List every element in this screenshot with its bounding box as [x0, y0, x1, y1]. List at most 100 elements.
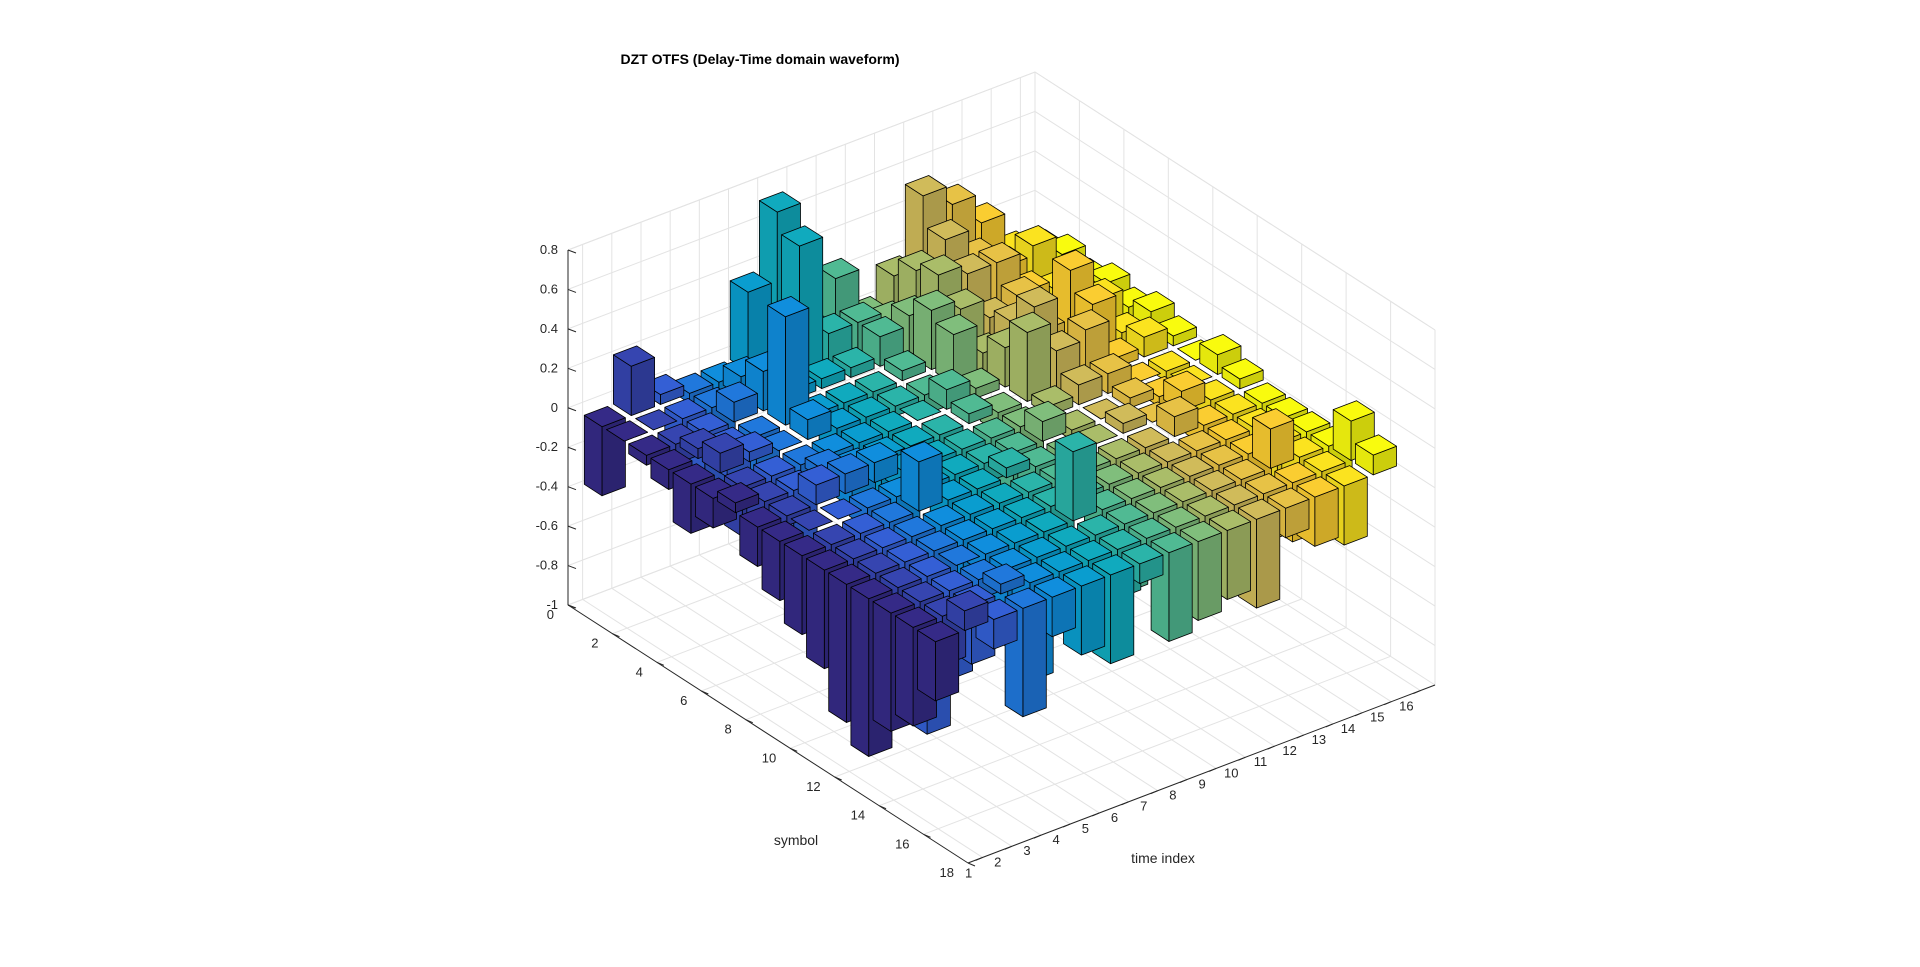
- z-tick: [567, 446, 577, 451]
- bar-face-top: [789, 399, 832, 421]
- bar-face-top: [820, 498, 862, 520]
- bar-face-side: [850, 586, 870, 757]
- bar: [1060, 364, 1103, 406]
- bar: [613, 345, 655, 417]
- bar-face-top: [781, 225, 824, 247]
- bar-face-top: [1047, 525, 1090, 547]
- bar: [729, 271, 772, 372]
- z-tick-label: 0: [551, 400, 558, 415]
- x-tick: [1354, 712, 1363, 717]
- bar-face-top: [950, 393, 993, 415]
- bar-face-top: [892, 425, 935, 447]
- bar-face-top: [1142, 466, 1185, 488]
- bar-face-side: [761, 529, 781, 601]
- z-tick-label: 0.2: [540, 360, 558, 375]
- bar-face-top: [931, 570, 973, 592]
- bar-face-top: [842, 512, 885, 534]
- bar-face-top: [840, 421, 883, 444]
- bar-face-top: [847, 396, 890, 418]
- bar-face-top: [920, 254, 963, 276]
- bar-face-top: [664, 397, 707, 420]
- bar-face-top: [1179, 520, 1222, 542]
- bar-face-top: [635, 409, 678, 431]
- z-tick: [567, 486, 577, 491]
- bar-face-top: [1070, 539, 1112, 561]
- bar-face-top: [1091, 463, 1133, 485]
- bar-face-front: [1226, 521, 1251, 600]
- y-tick-label: 0: [547, 607, 554, 622]
- bar: [946, 590, 989, 631]
- bar-face-top: [1120, 452, 1163, 474]
- bar-face-top: [1223, 458, 1265, 481]
- bar-face-top: [861, 315, 904, 338]
- x-tick: [1238, 756, 1246, 761]
- bar-face-top: [768, 495, 811, 517]
- z-tick-label: 0.6: [540, 281, 558, 296]
- bar-face-top: [1128, 517, 1171, 539]
- bar-face-top: [1010, 471, 1053, 493]
- chart-title: DZT OTFS (Delay-Time domain waveform): [620, 51, 899, 67]
- bar-face-top: [1060, 364, 1103, 386]
- bar-face-front: [630, 356, 655, 417]
- bar-face-top: [849, 487, 892, 509]
- axes-layer: [567, 249, 1436, 867]
- y-tick: [967, 862, 976, 867]
- bar-face-front: [1022, 599, 1047, 718]
- bar-face-top: [1106, 503, 1149, 525]
- z-tick: [567, 604, 577, 609]
- bar: [1009, 311, 1051, 402]
- x-tick-label: 6: [1111, 810, 1118, 825]
- bar: [768, 495, 811, 527]
- bar-face-top: [871, 501, 914, 523]
- bar-face-side: [872, 601, 892, 732]
- bar-face-top: [850, 578, 893, 600]
- bar-face-top: [1193, 469, 1236, 492]
- y-tick-label: 8: [725, 722, 732, 737]
- bar-face-top: [946, 590, 989, 612]
- y-tick: [790, 747, 798, 752]
- bar: [1355, 434, 1397, 476]
- y-tick: [923, 833, 931, 838]
- bar: [899, 399, 942, 421]
- y-tick-label: 6: [680, 693, 687, 708]
- labels-layer: 12345678910111213141516024681012141618-1…: [536, 242, 1414, 880]
- bar-face-top: [1025, 511, 1068, 533]
- y-tick-label: 12: [806, 779, 820, 794]
- bar-face-top: [1267, 487, 1310, 509]
- bar-face-top: [1243, 382, 1286, 404]
- x-tick: [1413, 690, 1421, 695]
- bar-face-top: [981, 482, 1024, 504]
- bar-face-top: [864, 527, 907, 549]
- bar-face-top: [717, 482, 760, 504]
- bar-face-top: [886, 541, 929, 563]
- z-tick-label: 0.8: [540, 242, 558, 257]
- bar-face-top: [672, 463, 715, 485]
- bar-face-top: [1200, 444, 1243, 466]
- bar-face-top: [628, 434, 671, 456]
- bar-face-top: [783, 535, 826, 557]
- bar-face-top: [879, 566, 922, 588]
- bar-face-top: [1033, 576, 1076, 598]
- bar-face-top: [1089, 353, 1132, 375]
- bar-face-top: [1178, 430, 1221, 452]
- bar-face-top: [900, 441, 943, 463]
- bar-face-top: [922, 504, 965, 526]
- bar-face-top: [959, 468, 1001, 490]
- bar-face-side: [806, 558, 825, 670]
- y-tick-label: 14: [851, 808, 865, 823]
- bar: [717, 482, 760, 514]
- bar-face-top: [854, 371, 897, 393]
- bar-face-top: [917, 621, 960, 643]
- bar-face-top: [839, 301, 882, 323]
- bar-face-top: [870, 410, 912, 433]
- bar-face-top: [901, 581, 944, 603]
- bar: [1125, 316, 1168, 358]
- y-tick: [612, 633, 620, 638]
- bar-face-top: [1092, 554, 1135, 576]
- bar-face-top: [1004, 587, 1047, 609]
- bar: [1104, 402, 1147, 434]
- bar-face-top: [899, 399, 942, 421]
- bar-face-top: [884, 350, 926, 372]
- bar: [1014, 225, 1057, 286]
- bar-face-front: [1072, 442, 1097, 522]
